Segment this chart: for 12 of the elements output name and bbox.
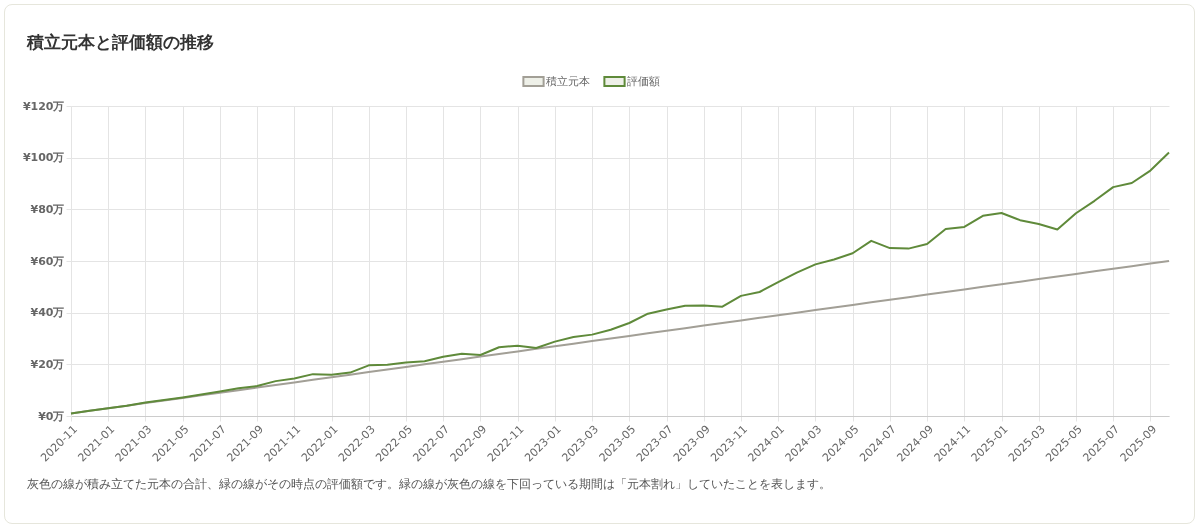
legend-label: 評価額 [627,74,660,88]
y-tick-label: ¥80万 [30,202,65,216]
y-tick-label: ¥60万 [30,254,65,268]
y-tick-label: ¥100万 [22,151,65,165]
y-tick-label: ¥40万 [30,306,65,320]
y-tick-label: ¥20万 [30,357,65,371]
line-series [70,151,1170,415]
text: 灰色の線が積み立てた元本の合計、緑の線がその時点の評価額です。緑の線が灰色の線を下回っている期間は「元本割れ」していたことを表します。 [27,476,831,493]
chart-title: 積立元本と評価額の推移 [27,31,214,54]
legend-label: 積立元本 [546,74,590,88]
y-tick-label: ¥0万 [38,409,65,423]
y-tick-label: ¥120万 [22,99,65,113]
